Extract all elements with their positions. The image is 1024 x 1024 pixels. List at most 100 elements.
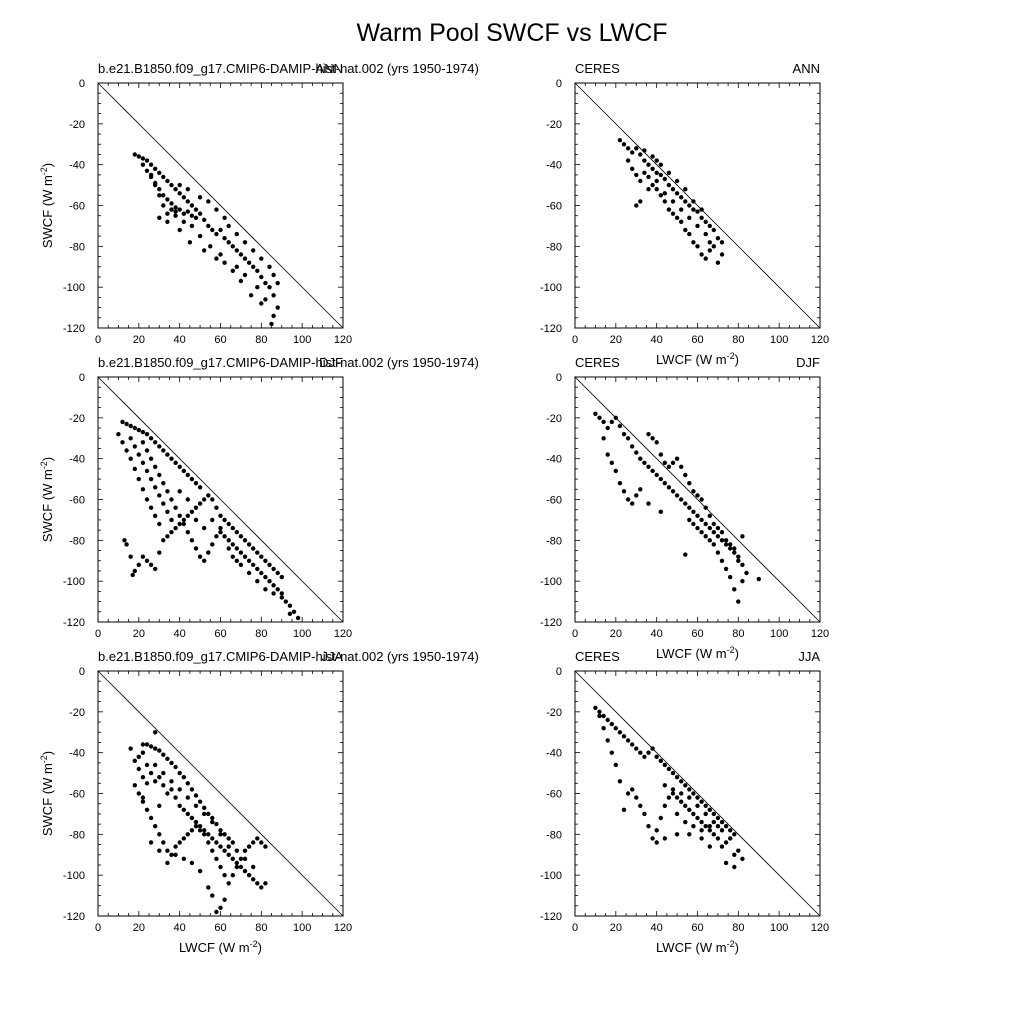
panel-left-label: b.e21.B1850.f09_g17.CMIP6-DAMIP-hist-nat… (98, 61, 479, 76)
data-point (193, 546, 199, 551)
data-point (263, 881, 268, 886)
data-point (238, 252, 244, 257)
data-point (193, 215, 199, 220)
data-point (144, 781, 150, 786)
data-point (674, 456, 680, 461)
data-point (189, 213, 195, 218)
data-point (169, 517, 174, 523)
data-point (128, 554, 133, 559)
data-point (197, 554, 203, 559)
data-point (193, 819, 199, 825)
data-point (695, 244, 700, 249)
data-point (679, 195, 684, 200)
data-point (226, 240, 231, 245)
data-point (617, 481, 623, 486)
data-point (658, 509, 663, 514)
data-point (674, 493, 680, 498)
data-point (707, 248, 712, 253)
data-point (181, 521, 186, 527)
data-point (674, 191, 680, 196)
data-point (140, 775, 146, 780)
data-point (242, 240, 248, 245)
data-point (679, 779, 684, 784)
data-point (210, 815, 215, 821)
data-point (711, 832, 716, 837)
data-point (165, 197, 170, 202)
x-axis-label: LWCF (W m-2) (656, 645, 739, 661)
data-point (621, 432, 627, 437)
data-point (707, 828, 712, 833)
data-point (165, 848, 170, 853)
panel-right-label: JJA (321, 649, 343, 664)
data-point (279, 595, 284, 600)
data-point (617, 138, 623, 143)
data-point (144, 762, 150, 768)
x-tick-label: 0 (95, 334, 101, 346)
data-point (715, 534, 721, 539)
data-point (169, 852, 174, 857)
y-tick-label: -100 (540, 282, 562, 294)
data-point (711, 521, 716, 527)
data-point (687, 832, 692, 837)
data-point (683, 472, 688, 478)
data-point (222, 260, 227, 265)
data-point (165, 534, 170, 539)
x-tick-label: 120 (811, 628, 829, 640)
data-point (291, 609, 297, 614)
data-point (234, 558, 239, 563)
data-point (621, 807, 627, 812)
data-point (181, 517, 186, 523)
data-point (601, 726, 606, 731)
data-point (654, 840, 659, 845)
data-point (234, 530, 239, 535)
data-point (662, 460, 667, 465)
data-point (687, 787, 692, 792)
data-point (214, 909, 219, 915)
data-point (185, 795, 190, 800)
data-point (271, 583, 276, 588)
data-point (670, 770, 676, 776)
data-point (242, 538, 248, 543)
data-point (132, 568, 137, 574)
data-point (646, 464, 651, 469)
data-point (169, 456, 174, 461)
data-point (222, 848, 227, 853)
data-point (173, 205, 178, 210)
data-point (662, 199, 667, 204)
data-point (157, 832, 162, 837)
data-point (613, 415, 618, 420)
y-tick-label: -100 (63, 870, 85, 882)
data-point (214, 256, 219, 261)
data-point (683, 803, 688, 808)
data-point (234, 231, 239, 237)
data-point (646, 824, 651, 829)
data-point (674, 832, 680, 837)
panel-right-label: DJF (796, 355, 820, 370)
data-point (658, 162, 663, 167)
data-point (136, 476, 141, 482)
data-point (210, 517, 215, 523)
data-point (189, 860, 195, 866)
data-point (666, 485, 672, 490)
data-point (267, 579, 272, 584)
data-point (153, 746, 158, 751)
data-point (279, 591, 284, 596)
panel-model-ann: 0 20 40 60 80 100 120 0 -20 -40 -60 -80 -100 -120 b.e2… (39, 61, 479, 346)
data-point (638, 178, 643, 184)
data-point (202, 248, 207, 253)
data-point (654, 754, 659, 759)
y-tick-label: -20 (546, 119, 562, 131)
data-point (609, 460, 614, 465)
data-point (148, 744, 154, 749)
panel-ceres-ann: 0 20 40 60 80 100 120 0 -20 -40 -60 -80 -100 -120 CERE… (540, 61, 829, 367)
data-point (646, 750, 651, 755)
data-point (695, 815, 700, 821)
data-point (165, 211, 170, 216)
data-point (222, 534, 227, 539)
data-point (148, 840, 154, 845)
scatter-points (617, 138, 725, 265)
y-tick-label: -60 (69, 789, 85, 801)
data-point (259, 554, 264, 559)
x-tick-label: 40 (174, 922, 186, 934)
data-point (666, 182, 672, 188)
